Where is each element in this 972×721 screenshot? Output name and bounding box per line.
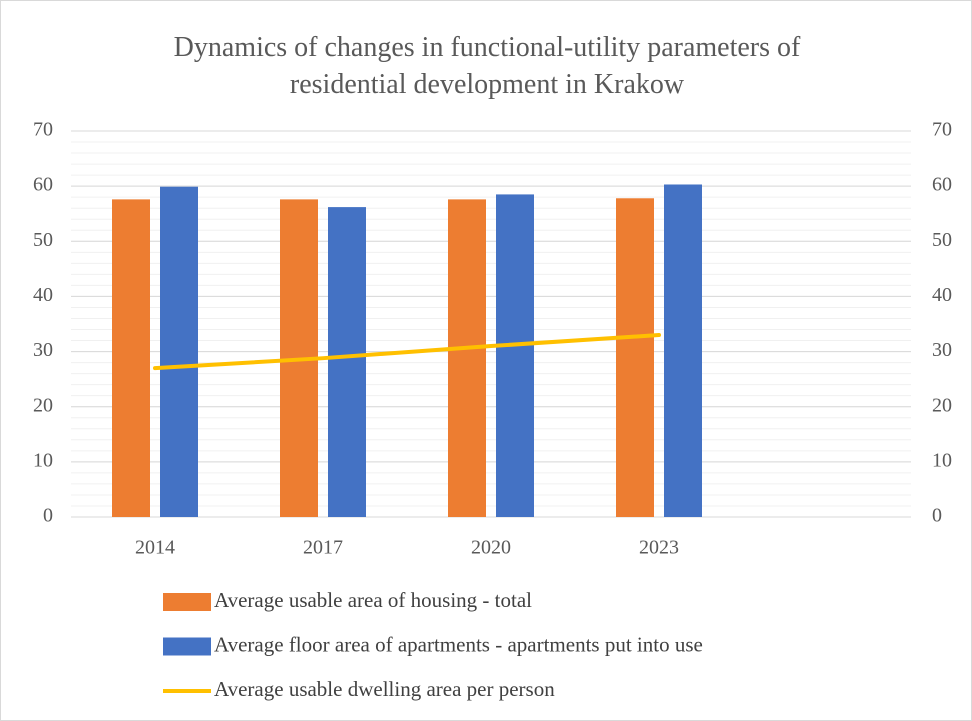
y-tick-label: 20 <box>33 394 53 416</box>
x-tick-label: 2023 <box>639 537 679 559</box>
y2-tick-label: 0 <box>932 505 942 527</box>
y2-tick-label: 70 <box>932 119 952 141</box>
legend-swatch <box>163 593 211 611</box>
legend-label: Average floor area of apartments - apart… <box>214 632 703 656</box>
y-tick-label: 40 <box>33 284 53 306</box>
x-tick-label: 2020 <box>471 537 511 559</box>
bar <box>664 184 702 517</box>
legend-label: Average usable area of housing - total <box>214 588 532 612</box>
y-tick-label: 0 <box>43 505 53 527</box>
bar <box>328 207 366 517</box>
x-tick-label: 2017 <box>303 537 343 559</box>
bar <box>112 199 150 517</box>
y2-tick-label: 60 <box>932 174 952 196</box>
legend-swatch <box>163 637 211 656</box>
y-tick-label: 60 <box>33 174 53 196</box>
bar <box>616 198 654 517</box>
y-tick-label: 70 <box>33 119 53 141</box>
y2-tick-label: 50 <box>932 229 952 251</box>
y-tick-label: 30 <box>33 339 53 361</box>
y-tick-label: 50 <box>33 229 53 251</box>
bar <box>496 194 534 517</box>
y2-tick-label: 40 <box>932 284 952 306</box>
x-tick-label: 2014 <box>135 537 175 559</box>
y2-tick-label: 10 <box>932 449 952 471</box>
y2-tick-label: 30 <box>932 339 952 361</box>
legend-label: Average usable dwelling area per person <box>214 677 555 701</box>
y-tick-label: 10 <box>33 449 53 471</box>
chart-title: Dynamics of changes in functional-utilit… <box>173 32 801 100</box>
bar <box>448 199 486 517</box>
bar <box>160 186 198 518</box>
y2-tick-label: 20 <box>932 394 952 416</box>
line <box>153 333 661 371</box>
